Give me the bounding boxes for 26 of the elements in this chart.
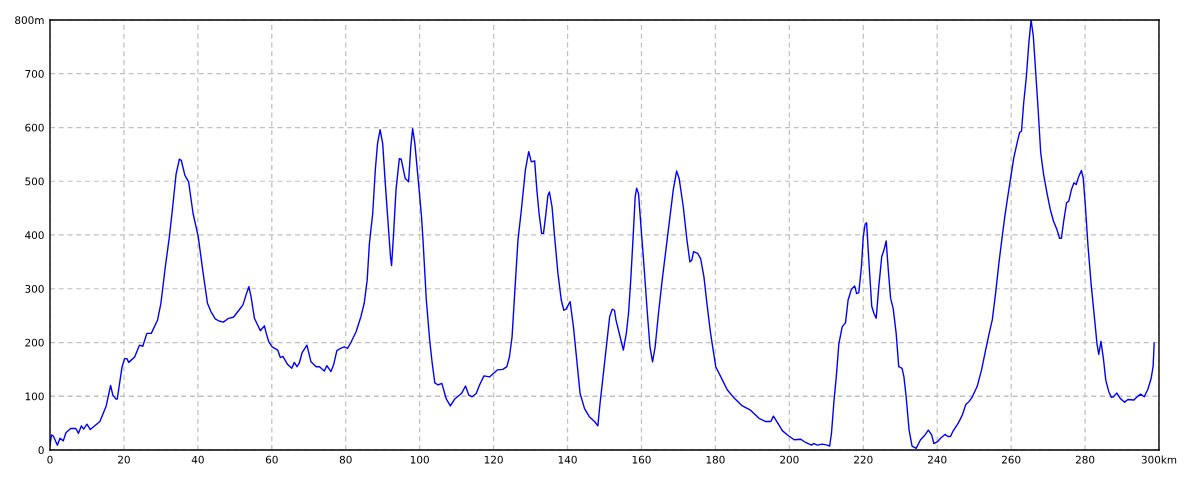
x-tick-label: 260: [1001, 455, 1021, 464]
line-series: [50, 20, 1155, 450]
x-tick-label: 20: [118, 455, 130, 464]
x-tick-label: 120: [484, 455, 503, 464]
x-tick-label: 200: [780, 455, 799, 464]
x-tick-label: 60: [265, 455, 278, 464]
y-tick-label: 300: [25, 284, 44, 293]
x-tick-label: 240: [928, 455, 947, 464]
x-tick-label: 180: [706, 455, 725, 464]
y-tick-label: 100: [25, 392, 44, 401]
x-tick-label: 280: [1075, 455, 1095, 464]
y-tick-label: 200: [25, 338, 44, 347]
x-tick-label: 160: [632, 455, 651, 464]
x-tick-label: 300km: [1141, 455, 1177, 464]
x-tick-label: 0: [47, 455, 53, 464]
y-tick-label: 700: [25, 69, 44, 78]
x-tick-label: 40: [191, 455, 204, 464]
y-tick-label: 800m: [15, 16, 44, 25]
y-tick-label: 500: [25, 177, 44, 186]
x-tick-label: 140: [558, 455, 577, 464]
x-tick-label: 80: [339, 455, 352, 464]
y-tick-label: 400: [25, 231, 44, 240]
y-tick-label: 600: [25, 123, 44, 132]
x-tick-label: 220: [854, 455, 873, 464]
x-tick-label: 100: [410, 455, 429, 464]
y-tick-label: 0: [38, 446, 44, 455]
